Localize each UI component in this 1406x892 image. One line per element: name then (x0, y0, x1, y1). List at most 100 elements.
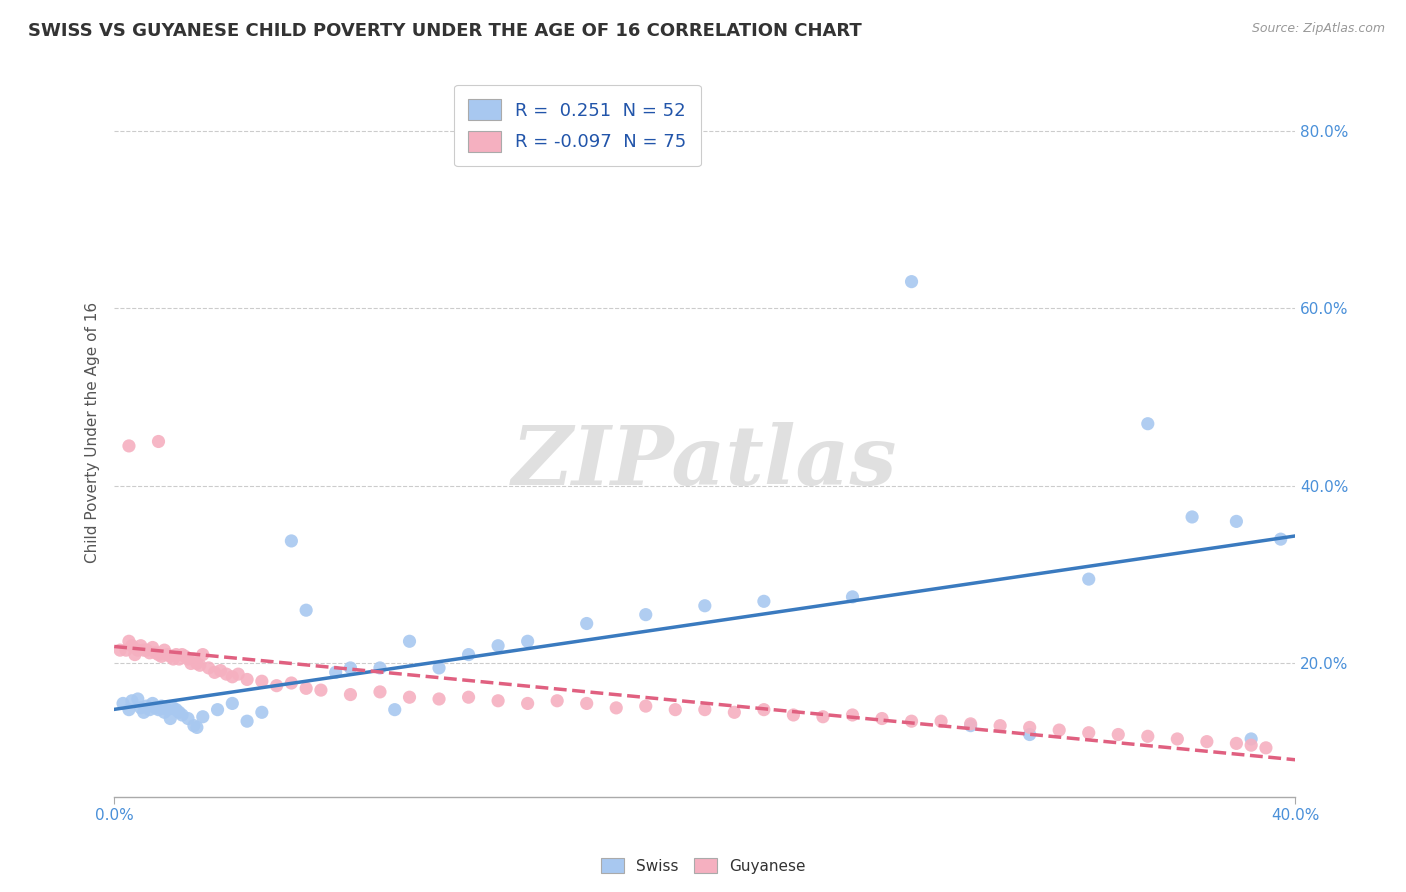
Point (1136, 417, 1159, 431)
Point (135, 699, 157, 714)
Point (929, 714, 952, 729)
Point (634, 607, 657, 622)
Point (1240, 731, 1263, 746)
Point (204, 665, 226, 680)
Point (174, 649, 197, 664)
Point (177, 652, 200, 666)
Point (236, 673, 259, 687)
Point (121, 694, 143, 708)
Point (209, 664, 232, 678)
Point (516, 634, 538, 648)
Point (129, 639, 152, 653)
Point (150, 699, 173, 714)
Point (339, 661, 361, 675)
Point (486, 639, 509, 653)
Point (1077, 572, 1099, 586)
Point (1077, 725, 1099, 739)
Point (1225, 515, 1247, 529)
Point (605, 701, 627, 715)
Point (1166, 731, 1188, 746)
Point (516, 697, 538, 711)
Point (197, 661, 219, 675)
Point (156, 648, 179, 662)
Point (1136, 729, 1159, 743)
Point (811, 710, 834, 724)
Point (546, 694, 568, 708)
Point (457, 690, 479, 705)
Point (172, 648, 194, 662)
Point (295, 603, 318, 617)
Y-axis label: Child Poverty Under the Age of 16: Child Poverty Under the Age of 16 (86, 302, 100, 563)
Point (165, 703, 187, 717)
Point (132, 706, 155, 720)
Point (186, 720, 208, 734)
Point (1047, 723, 1070, 737)
Point (121, 639, 143, 653)
Point (188, 658, 211, 673)
Text: ZIPatlas: ZIPatlas (512, 422, 897, 501)
Point (634, 699, 657, 714)
Point (575, 616, 598, 631)
Point (118, 703, 141, 717)
Point (142, 640, 165, 655)
Point (159, 649, 181, 664)
Point (135, 643, 157, 657)
Point (127, 692, 149, 706)
Point (1225, 736, 1247, 750)
Point (325, 665, 347, 680)
Point (752, 594, 775, 608)
Point (112, 697, 135, 711)
Point (167, 706, 190, 720)
Point (177, 712, 200, 726)
Point (1018, 727, 1040, 741)
Point (295, 681, 318, 696)
Point (900, 714, 922, 729)
Point (145, 646, 167, 660)
Point (129, 701, 152, 715)
Point (159, 712, 181, 726)
Point (207, 703, 229, 717)
Point (191, 648, 214, 662)
Point (118, 634, 141, 648)
Point (162, 701, 184, 715)
Point (693, 599, 716, 613)
Point (250, 706, 273, 720)
Point (782, 708, 804, 723)
Point (339, 688, 361, 702)
Point (148, 434, 170, 449)
Point (167, 652, 190, 666)
Text: Source: ZipAtlas.com: Source: ZipAtlas.com (1251, 22, 1385, 36)
Point (145, 701, 167, 715)
Point (186, 657, 208, 671)
Point (138, 646, 160, 660)
Point (693, 703, 716, 717)
Legend: R =  0.251  N = 52, R = -0.097  N = 75: R = 0.251 N = 52, R = -0.097 N = 75 (454, 85, 702, 166)
Point (132, 643, 155, 657)
Point (959, 717, 981, 731)
Point (150, 649, 173, 664)
Point (384, 703, 406, 717)
Point (575, 697, 598, 711)
Point (183, 718, 205, 732)
Point (280, 533, 302, 548)
Point (142, 697, 165, 711)
Point (457, 648, 479, 662)
Point (427, 661, 450, 675)
Point (108, 643, 131, 657)
Point (664, 703, 686, 717)
Point (115, 643, 138, 657)
Point (1240, 738, 1263, 752)
Point (1181, 510, 1204, 524)
Point (221, 670, 243, 684)
Point (841, 590, 863, 604)
Point (841, 708, 863, 723)
Text: SWISS VS GUYANESE CHILD POVERTY UNDER THE AGE OF 16 CORRELATION CHART: SWISS VS GUYANESE CHILD POVERTY UNDER TH… (28, 22, 862, 40)
Point (1195, 734, 1218, 748)
Point (148, 703, 170, 717)
Point (138, 703, 160, 717)
Point (1018, 720, 1040, 734)
Point (153, 643, 176, 657)
Point (250, 674, 273, 689)
Point (156, 703, 179, 717)
Point (215, 667, 238, 681)
